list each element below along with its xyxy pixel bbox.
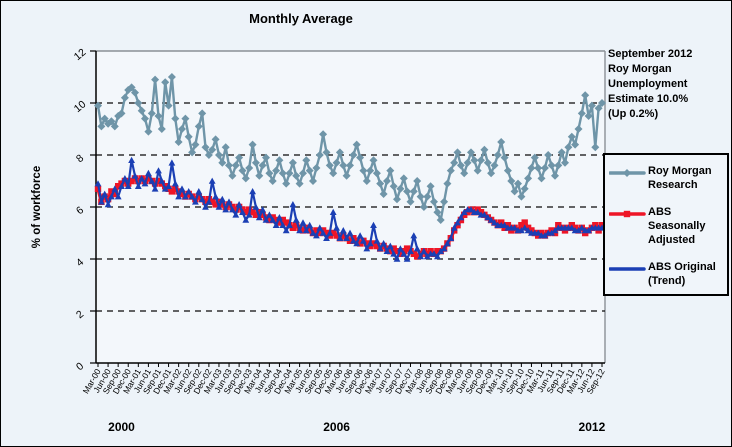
svg-text:6: 6	[74, 204, 86, 217]
svg-text:2000: 2000	[108, 420, 135, 434]
svg-text:8: 8	[74, 152, 86, 165]
roy-morgan-line-swatch-icon	[609, 169, 646, 177]
legend-label-abs-seasonally-adjusted: ABS Seasonally Adjusted	[648, 206, 706, 246]
abs-original-trend-line-swatch-icon	[609, 267, 646, 271]
legend-item-abs-original-trend: ABS Original (Trend)	[609, 260, 724, 288]
svg-text:2006: 2006	[323, 420, 350, 434]
svg-text:2: 2	[74, 308, 86, 321]
legend-item-roy-morgan: Roy Morgan Research	[609, 164, 724, 192]
svg-text:10: 10	[72, 98, 89, 115]
y-axis-title: % of workforce	[31, 165, 43, 249]
legend-label-abs-original-trend: ABS Original (Trend)	[648, 261, 716, 287]
svg-text:0: 0	[74, 360, 86, 373]
legend-item-abs-seasonally-adjusted: ABS Seasonally Adjusted	[609, 205, 724, 247]
chart-title: Monthly Average	[249, 11, 353, 26]
annotation-september-2012: September 2012 Roy Morgan Unemployment E…	[608, 48, 693, 120]
svg-text:2012: 2012	[579, 420, 606, 434]
legend-label-roy-morgan: Roy Morgan Research	[648, 165, 712, 191]
abs-seasonally-adjusted-line-swatch-icon	[609, 210, 646, 218]
svg-text:12: 12	[72, 46, 89, 63]
svg-text:4: 4	[74, 256, 86, 269]
legend-box: Roy Morgan Research ABS Seasonally Adjus…	[603, 153, 729, 296]
